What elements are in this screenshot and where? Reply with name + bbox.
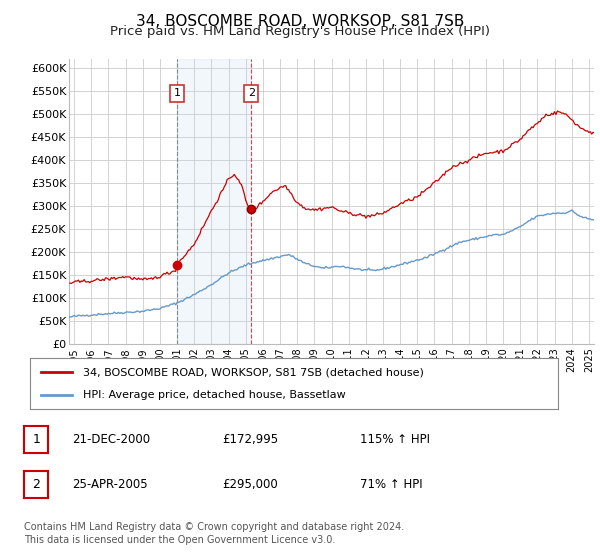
Bar: [177, 59, 251, 344]
Text: 34, BOSCOMBE ROAD, WORKSOP, S81 7SB (detached house): 34, BOSCOMBE ROAD, WORKSOP, S81 7SB (det…: [83, 367, 424, 377]
Text: 1: 1: [32, 433, 40, 446]
Text: 34, BOSCOMBE ROAD, WORKSOP, S81 7SB: 34, BOSCOMBE ROAD, WORKSOP, S81 7SB: [136, 14, 464, 29]
Text: Contains HM Land Registry data © Crown copyright and database right 2024.
This d: Contains HM Land Registry data © Crown c…: [24, 522, 404, 545]
Text: Price paid vs. HM Land Registry's House Price Index (HPI): Price paid vs. HM Land Registry's House …: [110, 25, 490, 38]
Text: 2: 2: [248, 88, 255, 99]
Text: £295,000: £295,000: [222, 478, 278, 491]
Text: 25-APR-2005: 25-APR-2005: [72, 478, 148, 491]
Text: 115% ↑ HPI: 115% ↑ HPI: [360, 433, 430, 446]
Text: 21-DEC-2000: 21-DEC-2000: [72, 433, 150, 446]
Text: HPI: Average price, detached house, Bassetlaw: HPI: Average price, detached house, Bass…: [83, 390, 346, 400]
Text: £172,995: £172,995: [222, 433, 278, 446]
Text: 71% ↑ HPI: 71% ↑ HPI: [360, 478, 422, 491]
Text: 1: 1: [173, 88, 181, 99]
Text: 2: 2: [32, 478, 40, 491]
